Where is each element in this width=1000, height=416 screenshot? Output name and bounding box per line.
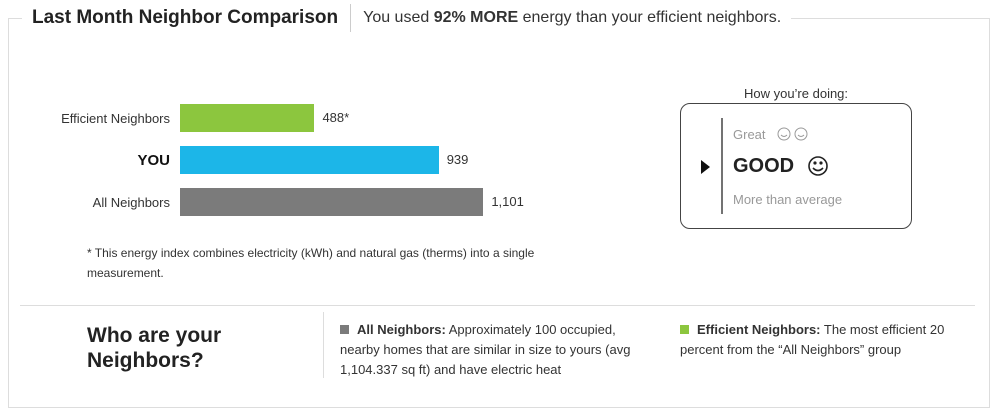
definition: Efficient Neighbors: The most efficient … <box>680 320 970 360</box>
bar <box>180 146 439 174</box>
summary: You used 92% MORE energy than your effic… <box>351 9 781 27</box>
legend-swatch <box>680 325 689 334</box>
footnote: * This energy index combines electricity… <box>87 246 535 280</box>
summary-text: energy than your efficient neighbors. <box>522 9 782 26</box>
category-label: YOU <box>137 151 170 169</box>
rating-title: How you’re doing: <box>743 86 849 101</box>
definition-text: Approximately 100 occupied, nearby homes… <box>340 322 631 377</box>
definition: All Neighbors: Approximately 100 occupie… <box>340 320 640 380</box>
summary-text: You used <box>363 9 430 26</box>
bar <box>180 188 484 216</box>
term: Efficient Neighbors: <box>697 322 821 337</box>
term: All Neighbors: <box>357 322 446 337</box>
great-icons <box>777 127 808 141</box>
legend-swatch <box>340 325 349 334</box>
category-label: All Neighbors <box>92 194 170 210</box>
value-label: 1,101 <box>491 194 524 209</box>
rating-graphic <box>701 118 828 214</box>
rating-box <box>680 103 912 229</box>
separator <box>20 305 975 306</box>
bar <box>180 104 315 132</box>
good-icon <box>808 156 828 176</box>
rating-below: More than average <box>733 192 843 207</box>
rating-pointer <box>701 160 710 174</box>
rating-great: Great <box>733 127 766 142</box>
value-label: 939 <box>446 152 469 167</box>
category-label: Efficient Neighbors <box>61 110 170 126</box>
definition-text: The most efficient 20 percent from the “… <box>680 322 945 357</box>
separator <box>323 312 324 378</box>
header: Last Month Neighbor Comparison You used … <box>22 4 792 32</box>
title: Last Month Neighbor Comparison <box>32 4 352 32</box>
neighbors-heading: Who are your Neighbors? <box>87 324 222 372</box>
rating-current: GOOD <box>733 155 795 177</box>
summary-emphasis: 92% MORE <box>433 9 519 26</box>
value-label: 488* <box>322 110 350 125</box>
